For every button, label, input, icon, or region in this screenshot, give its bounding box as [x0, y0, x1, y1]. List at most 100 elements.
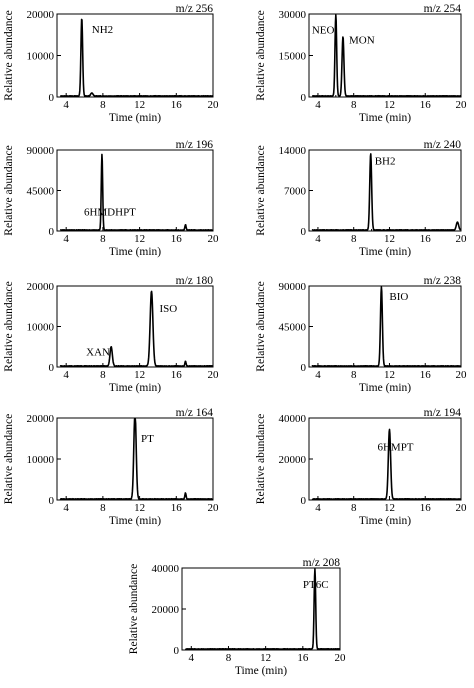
peak-label: PT [141, 433, 154, 445]
mz-label: m/z 256 [176, 3, 214, 15]
mz-label: m/z 196 [176, 139, 214, 151]
x-tick-label: 8 [351, 233, 357, 245]
chromatogram-panel: 4 8 12 16 20 0 7000 14000 Time (min) Relative abu… [255, 139, 467, 258]
x-axis-label: Time (min) [359, 515, 411, 527]
x-tick-label: 8 [100, 233, 106, 245]
y-axis-label: Relative abundance [255, 414, 267, 504]
x-tick-label: 12 [384, 369, 395, 381]
y-tick-label: 0 [49, 495, 55, 507]
x-tick-label: 8 [226, 652, 232, 664]
x-axis-label: Time (min) [359, 246, 411, 258]
x-tick-label: 12 [134, 369, 145, 381]
plot-frame [308, 417, 462, 501]
x-tick-label: 4 [315, 369, 321, 381]
y-tick-label: 90000 [279, 281, 307, 293]
mz-label: m/z 238 [424, 275, 462, 287]
chromatogram-panel: 4 8 12 16 20 0 45000 90000 Time (min) Relative ab… [3, 139, 219, 258]
chromatogram-panel: 4 8 12 16 20 0 10000 20000 Time (min) Relative ab… [3, 275, 219, 394]
chromatogram-trace [311, 286, 462, 368]
x-tick-label: 4 [189, 652, 195, 664]
x-axis-label: Time (min) [235, 665, 287, 677]
x-tick-label: 12 [260, 652, 271, 664]
x-axis-label: Time (min) [359, 112, 411, 124]
y-axis-label: Relative abundance [255, 10, 267, 100]
y-axis-label: Relative abundance [255, 145, 267, 235]
plot-frame [56, 149, 214, 232]
y-tick-label: 0 [301, 495, 307, 507]
chromatogram-trace [311, 153, 462, 232]
peak-label: XAN [86, 347, 110, 359]
x-tick-label: 20 [208, 233, 220, 245]
chromatogram-panel: 4 8 12 16 20 0 10000 20000 Time (min) Relative ab… [3, 407, 219, 527]
x-tick-label: 12 [384, 233, 395, 245]
chromatogram-trace [59, 153, 213, 232]
x-tick-label: 12 [134, 99, 145, 111]
x-axis-label: Time (min) [109, 246, 161, 258]
x-tick-label: 16 [171, 233, 183, 245]
x-tick-label: 8 [351, 502, 357, 514]
y-tick-label: 30000 [279, 9, 307, 21]
y-tick-label: 10000 [27, 322, 55, 334]
y-tick-label: 20000 [27, 413, 55, 425]
y-tick-label: 45000 [279, 322, 307, 334]
x-tick-label: 16 [297, 652, 309, 664]
y-tick-label: 10000 [27, 454, 55, 466]
y-tick-label: 0 [174, 645, 180, 657]
peak-label: 6HMPT [377, 441, 413, 453]
y-tick-label: 0 [49, 362, 55, 374]
x-tick-label: 16 [420, 233, 432, 245]
chromatogram-trace [311, 428, 461, 501]
peak-label: ISO [160, 303, 178, 315]
x-tick-label: 12 [134, 233, 145, 245]
mz-label: m/z 254 [424, 3, 462, 15]
x-tick-label: 16 [171, 369, 183, 381]
y-tick-label: 0 [49, 92, 55, 104]
mz-label: m/z 164 [176, 407, 214, 419]
y-axis-label: Relative abundance [255, 281, 267, 371]
x-tick-label: 8 [351, 369, 357, 381]
mz-label: m/z 208 [303, 557, 341, 569]
peak-label: NH2 [92, 24, 113, 36]
y-tick-label: 90000 [27, 145, 55, 157]
y-tick-label: 20000 [279, 454, 307, 466]
chromatogram-panel: 4 8 12 16 20 0 20000 40000 Time (min) Relative ab… [128, 557, 346, 677]
mz-label: m/z 180 [176, 275, 214, 287]
x-tick-label: 20 [335, 652, 347, 664]
chromatogram-trace [59, 290, 213, 368]
y-axis-label: Relative abundance [3, 145, 15, 235]
y-tick-label: 40000 [279, 413, 307, 425]
x-tick-label: 4 [63, 99, 69, 111]
y-tick-label: 20000 [27, 281, 55, 293]
peak-label: BIO [389, 291, 408, 303]
x-axis-label: Time (min) [359, 382, 411, 394]
x-tick-label: 20 [208, 369, 220, 381]
x-tick-label: 16 [420, 99, 432, 111]
x-tick-label: 4 [315, 233, 321, 245]
mz-label: m/z 194 [424, 407, 462, 419]
y-tick-label: 7000 [284, 186, 307, 198]
x-tick-label: 4 [63, 233, 69, 245]
x-tick-label: 4 [315, 502, 321, 514]
x-tick-label: 20 [456, 502, 468, 514]
chromatogram-panel: 4 8 12 16 20 0 10000 20000 Time (min) Relative ab… [3, 3, 219, 124]
y-tick-label: 10000 [27, 51, 55, 63]
peak-label: 6HMDHPT [84, 206, 136, 218]
y-tick-label: 20000 [27, 9, 55, 21]
y-tick-label: 15000 [279, 51, 307, 63]
x-tick-label: 8 [100, 369, 106, 381]
y-tick-label: 14000 [279, 145, 307, 157]
x-tick-label: 20 [208, 502, 220, 514]
y-tick-label: 0 [301, 362, 307, 374]
chromatogram-panel: 4 8 12 16 20 0 20000 40000 Time (min) Relative ab… [255, 407, 467, 527]
peak-label: MON [349, 35, 375, 47]
x-tick-label: 20 [208, 99, 220, 111]
plot-frame [56, 285, 214, 368]
y-tick-label: 0 [301, 92, 307, 104]
peak-label: BH2 [375, 156, 396, 168]
mz-label: m/z 240 [424, 139, 462, 151]
x-tick-label: 12 [384, 502, 395, 514]
chromatogram-trace [59, 418, 213, 501]
x-axis-label: Time (min) [109, 515, 161, 527]
chromatogram-trace [311, 14, 461, 98]
x-tick-label: 20 [456, 369, 468, 381]
